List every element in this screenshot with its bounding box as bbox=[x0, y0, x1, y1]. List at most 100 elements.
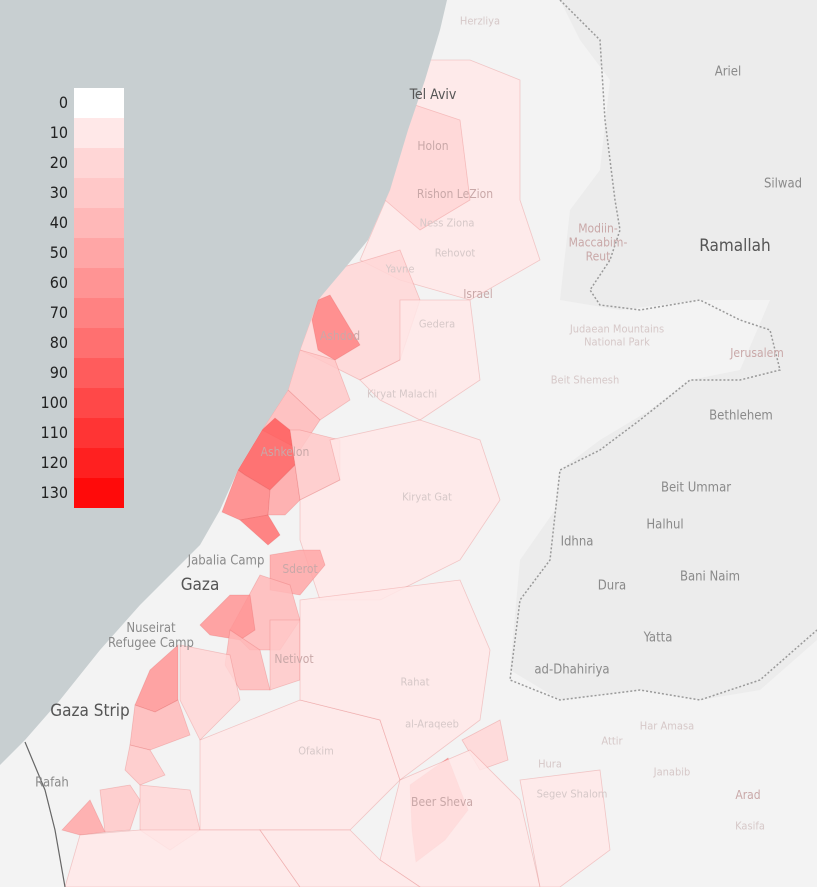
legend-entry: 90 bbox=[40, 358, 124, 388]
place-label-herzliya: Herzliya bbox=[459, 14, 501, 28]
legend-entry: 10 bbox=[40, 118, 124, 148]
region-polygon[interactable] bbox=[61, 799, 106, 836]
legend-entry: 120 bbox=[40, 448, 124, 478]
legend-swatch bbox=[74, 448, 124, 478]
place-label-beer-sheva: Beer Sheva bbox=[411, 795, 473, 810]
legend-entry: 110 bbox=[40, 418, 124, 448]
region-polygon[interactable] bbox=[299, 579, 491, 781]
legend-entry: 20 bbox=[40, 148, 124, 178]
legend-swatch bbox=[74, 388, 124, 418]
legend-label: 40 bbox=[49, 213, 68, 232]
legend-swatch bbox=[74, 238, 124, 268]
place-label-rafah: Rafah bbox=[35, 775, 69, 791]
legend-swatch bbox=[74, 298, 124, 328]
place-label-kasifa: Kasifa bbox=[735, 819, 765, 833]
region-polygon[interactable] bbox=[199, 699, 401, 831]
place-label-ashkelon: Ashkelon bbox=[260, 445, 310, 460]
place-label-sderot: Sderot bbox=[282, 562, 318, 577]
region-polygon[interactable] bbox=[311, 294, 361, 361]
legend-label: 10 bbox=[49, 123, 68, 142]
legend-swatch bbox=[74, 178, 124, 208]
legend-entry: 130 bbox=[40, 478, 124, 508]
legend-swatch bbox=[74, 328, 124, 358]
place-label-segev: Segev Shalom bbox=[536, 787, 608, 801]
region-polygon[interactable] bbox=[267, 464, 301, 516]
region-polygon[interactable] bbox=[239, 514, 281, 546]
legend-entry: 40 bbox=[40, 208, 124, 238]
legend-label: 20 bbox=[49, 153, 68, 172]
west-bank-area bbox=[510, 0, 817, 700]
legend-swatch bbox=[74, 478, 124, 508]
legend-label: 120 bbox=[40, 453, 68, 472]
place-label-modiin: Modiin- Maccabim- Reut bbox=[568, 221, 628, 263]
region-polygon[interactable] bbox=[179, 644, 241, 741]
place-label-ramallah: Ramallah bbox=[699, 236, 771, 257]
place-label-dhahiriya: ad-Dhahiriya bbox=[534, 662, 610, 678]
region-polygon[interactable] bbox=[259, 829, 421, 887]
region-polygon[interactable] bbox=[124, 744, 166, 786]
place-label-gedera: Gedera bbox=[418, 317, 456, 331]
region-polygon[interactable] bbox=[359, 299, 481, 421]
place-label-ofakim: Ofakim bbox=[298, 744, 334, 758]
legend-label: 60 bbox=[49, 273, 68, 292]
legend-label: 50 bbox=[49, 243, 68, 262]
legend-label: 100 bbox=[40, 393, 68, 412]
place-label-hura: Hura bbox=[538, 757, 562, 771]
place-label-bethlehem: Bethlehem bbox=[709, 408, 773, 424]
place-label-ashdod: Ashdod bbox=[319, 329, 361, 344]
place-label-silwad: Silwad bbox=[763, 176, 803, 192]
legend-entry: 50 bbox=[40, 238, 124, 268]
place-label-tel-aviv: Tel Aviv bbox=[409, 86, 457, 103]
place-label-har-amasa: Har Amasa bbox=[639, 719, 695, 733]
legend-entry: 60 bbox=[40, 268, 124, 298]
legend-label: 130 bbox=[40, 483, 68, 502]
place-label-ariel: Ariel bbox=[714, 64, 742, 80]
place-label-rishon: Rishon LeZion bbox=[416, 187, 494, 202]
place-label-kiryat-gat: Kiryat Gat bbox=[402, 490, 452, 504]
legend-swatch bbox=[74, 358, 124, 388]
region-polygon[interactable] bbox=[64, 829, 301, 887]
legend-label: 90 bbox=[49, 363, 68, 382]
legend-entry: 100 bbox=[40, 388, 124, 418]
place-label-yatta: Yatta bbox=[643, 630, 673, 646]
legend-label: 110 bbox=[40, 423, 68, 442]
legend-swatch bbox=[74, 88, 124, 118]
place-label-ness-ziona: Ness Ziona bbox=[419, 216, 475, 230]
choropleth-regions bbox=[61, 59, 611, 887]
region-polygon[interactable] bbox=[134, 644, 179, 713]
place-label-beit-shemesh: Beit Shemesh bbox=[550, 373, 620, 387]
place-label-janabib: Janabib bbox=[653, 765, 691, 779]
legend-swatch bbox=[74, 418, 124, 448]
place-label-beit-ummar: Beit Ummar bbox=[660, 480, 732, 496]
legend-swatch bbox=[74, 148, 124, 178]
place-label-arad: Arad bbox=[735, 788, 761, 803]
legend-label: 70 bbox=[49, 303, 68, 322]
place-label-rehovot: Rehovot bbox=[434, 246, 476, 260]
place-label-israel: Israel bbox=[463, 287, 493, 302]
place-label-rahat: Rahat bbox=[400, 675, 430, 689]
place-label-halhul: Halhul bbox=[646, 517, 684, 533]
legend-label: 0 bbox=[58, 93, 68, 112]
legend-swatch bbox=[74, 118, 124, 148]
green-line-border bbox=[509, 0, 817, 701]
place-label-jabalia: Jabalia Camp bbox=[187, 553, 265, 569]
place-label-netivot: Netivot bbox=[274, 652, 314, 667]
legend-swatch bbox=[74, 268, 124, 298]
region-polygon[interactable] bbox=[287, 349, 351, 421]
place-label-al-araqeeb: al-Araqeeb bbox=[405, 717, 459, 731]
legend-entry: 80 bbox=[40, 328, 124, 358]
region-polygon[interactable] bbox=[99, 784, 141, 833]
place-label-jerusalem: Jerusalem bbox=[730, 346, 784, 361]
legend-label: 30 bbox=[49, 183, 68, 202]
region-polygon[interactable] bbox=[199, 594, 256, 641]
legend-swatch bbox=[74, 208, 124, 238]
legend-label: 80 bbox=[49, 333, 68, 352]
place-label-kiryat-malachi: Kiryat Malachi bbox=[366, 387, 438, 401]
place-label-dura: Dura bbox=[597, 578, 627, 594]
place-label-attir: Attir bbox=[601, 734, 623, 748]
place-label-gaza: Gaza bbox=[180, 575, 220, 596]
place-label-idhna: Idhna bbox=[560, 534, 594, 550]
region-polygon[interactable] bbox=[519, 769, 611, 887]
place-label-bani-naim: Bani Naim bbox=[679, 569, 741, 585]
